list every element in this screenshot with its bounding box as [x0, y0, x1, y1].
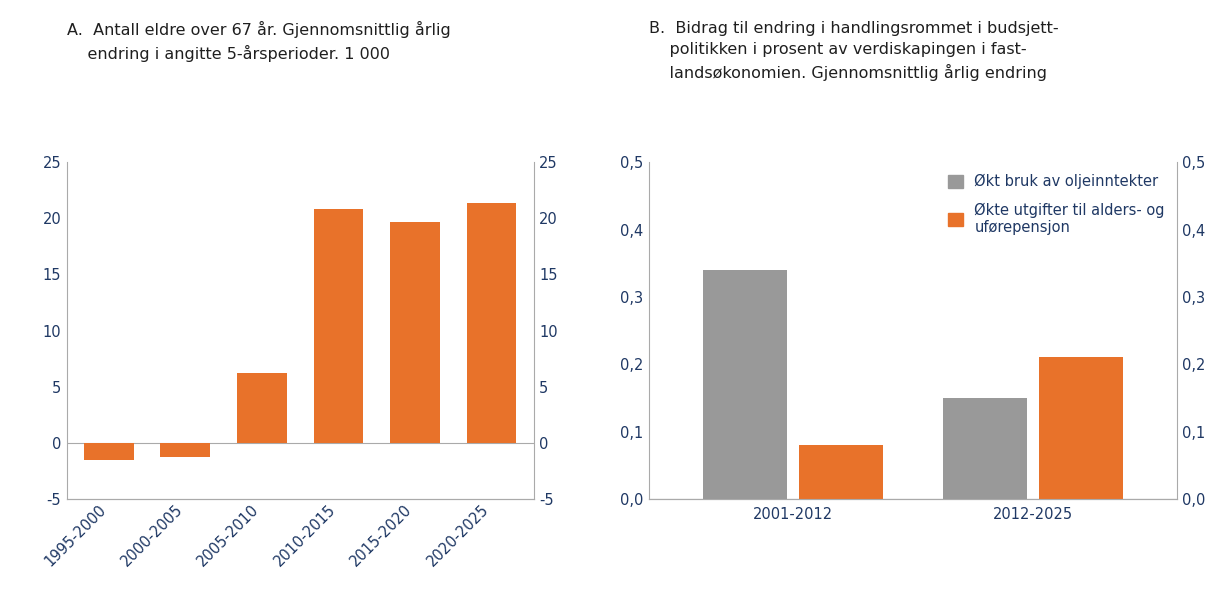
Legend: Økt bruk av oljeinntekter, Økte utgifter til alders- og
uførepensjon: Økt bruk av oljeinntekter, Økte utgifter…: [944, 169, 1169, 239]
Bar: [467, 203, 517, 443]
Bar: [237, 373, 286, 443]
Bar: [943, 398, 1026, 499]
Bar: [391, 222, 440, 443]
Text: A.  Antall eldre over 67 år. Gjennomsnittlig årlig
    endring i angitte 5-årspe: A. Antall eldre over 67 år. Gjennomsnitt…: [67, 21, 450, 62]
Bar: [702, 270, 787, 499]
Bar: [799, 445, 883, 499]
Text: B.  Bidrag til endring i handlingsrommet i budsjett-
    politikken i prosent av: B. Bidrag til endring i handlingsrommet …: [649, 21, 1059, 81]
Bar: [1038, 358, 1123, 499]
Bar: [160, 443, 210, 457]
Bar: [84, 443, 133, 460]
Bar: [314, 209, 364, 443]
